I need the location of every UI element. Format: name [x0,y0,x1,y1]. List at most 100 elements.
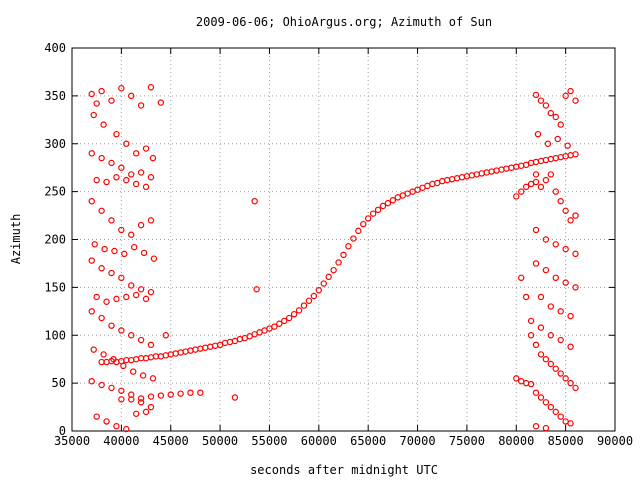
data-point [192,346,199,353]
x-axis-title: seconds after midnight UTC [250,463,438,477]
data-point [552,274,559,281]
data-point [142,183,150,191]
data-point [572,384,579,392]
data-point [211,342,219,349]
data-point [552,188,559,195]
data-point [330,266,337,274]
data-point [532,158,540,166]
x-tick-label: 45000 [153,434,189,448]
data-point [98,154,105,162]
data-point [290,310,298,318]
data-point [118,387,125,394]
data-point [98,314,105,322]
data-point [562,375,569,382]
data-point [350,235,357,242]
x-tick-label: 80000 [498,434,534,448]
data-point [340,251,347,259]
data-point [532,423,540,430]
data-point [364,215,372,222]
data-point [448,175,456,183]
data-point [532,389,540,396]
data-point [118,85,125,92]
data-point [207,343,214,350]
data-point [91,241,98,248]
data-point [567,379,574,387]
data-point [567,87,574,95]
data-point [527,380,535,388]
data-point [251,197,258,205]
y-tick-label: 150 [44,280,66,294]
data-point [567,420,574,427]
data-point [157,392,165,399]
data-point [557,121,564,128]
data-point [547,303,555,310]
data-point [562,245,569,253]
data-point [542,266,550,274]
data-point [147,393,155,400]
data-point [527,317,535,325]
data-point [532,226,540,234]
x-tick-label: 70000 [399,434,435,448]
data-point [295,307,303,314]
data-point [518,188,525,195]
data-point [108,159,115,167]
data-point [547,155,555,163]
data-point [522,183,530,191]
data-point [108,97,115,104]
data-point [142,295,150,303]
data-point [132,180,140,188]
y-tick-label: 0 [59,424,66,438]
data-point [132,410,140,417]
data-point [537,183,545,191]
data-point [147,341,155,349]
x-tick-label: 40000 [103,434,139,448]
chart-title: 2009-06-06; OhioArgus.org; Azimuth of Su… [196,15,492,29]
data-point [93,100,100,107]
data-point [547,332,555,339]
data-point [93,176,100,184]
data-point [88,378,95,385]
data-point [325,273,332,281]
data-point [128,282,135,289]
data-point [162,332,169,339]
y-tick-label: 200 [44,233,66,247]
data-point [503,165,510,172]
data-point [345,243,352,250]
data-point [286,314,293,322]
data-point [110,355,117,363]
data-point [137,336,145,344]
data-point [547,109,555,117]
data-point [567,217,574,224]
data-points [88,84,579,433]
data-point [567,343,574,350]
data-point [547,360,555,368]
data-point [137,221,145,229]
data-point [537,324,545,331]
data-point [320,280,327,287]
data-point [88,90,95,98]
data-point [128,332,135,339]
data-point [113,423,120,430]
data-point [132,355,140,363]
data-point [108,322,115,329]
data-point [123,425,130,433]
data-point [147,403,155,411]
data-point [335,259,342,266]
x-tick-label: 75000 [449,434,485,448]
data-point [98,87,105,95]
x-tick-labels: 35000 40000 45000 50000 55000 60000 65000 70000… [54,434,633,448]
data-point [572,250,579,258]
data-point [315,287,323,294]
data-point [473,171,480,178]
data-point [177,390,184,397]
data-point [167,391,174,398]
data-point [172,350,179,357]
data-point [478,170,485,177]
data-point [139,372,147,379]
data-point [557,153,564,161]
data-point [542,156,550,164]
data-point [100,351,107,358]
data-point [513,193,520,200]
data-point [147,84,155,91]
data-point [374,206,382,214]
